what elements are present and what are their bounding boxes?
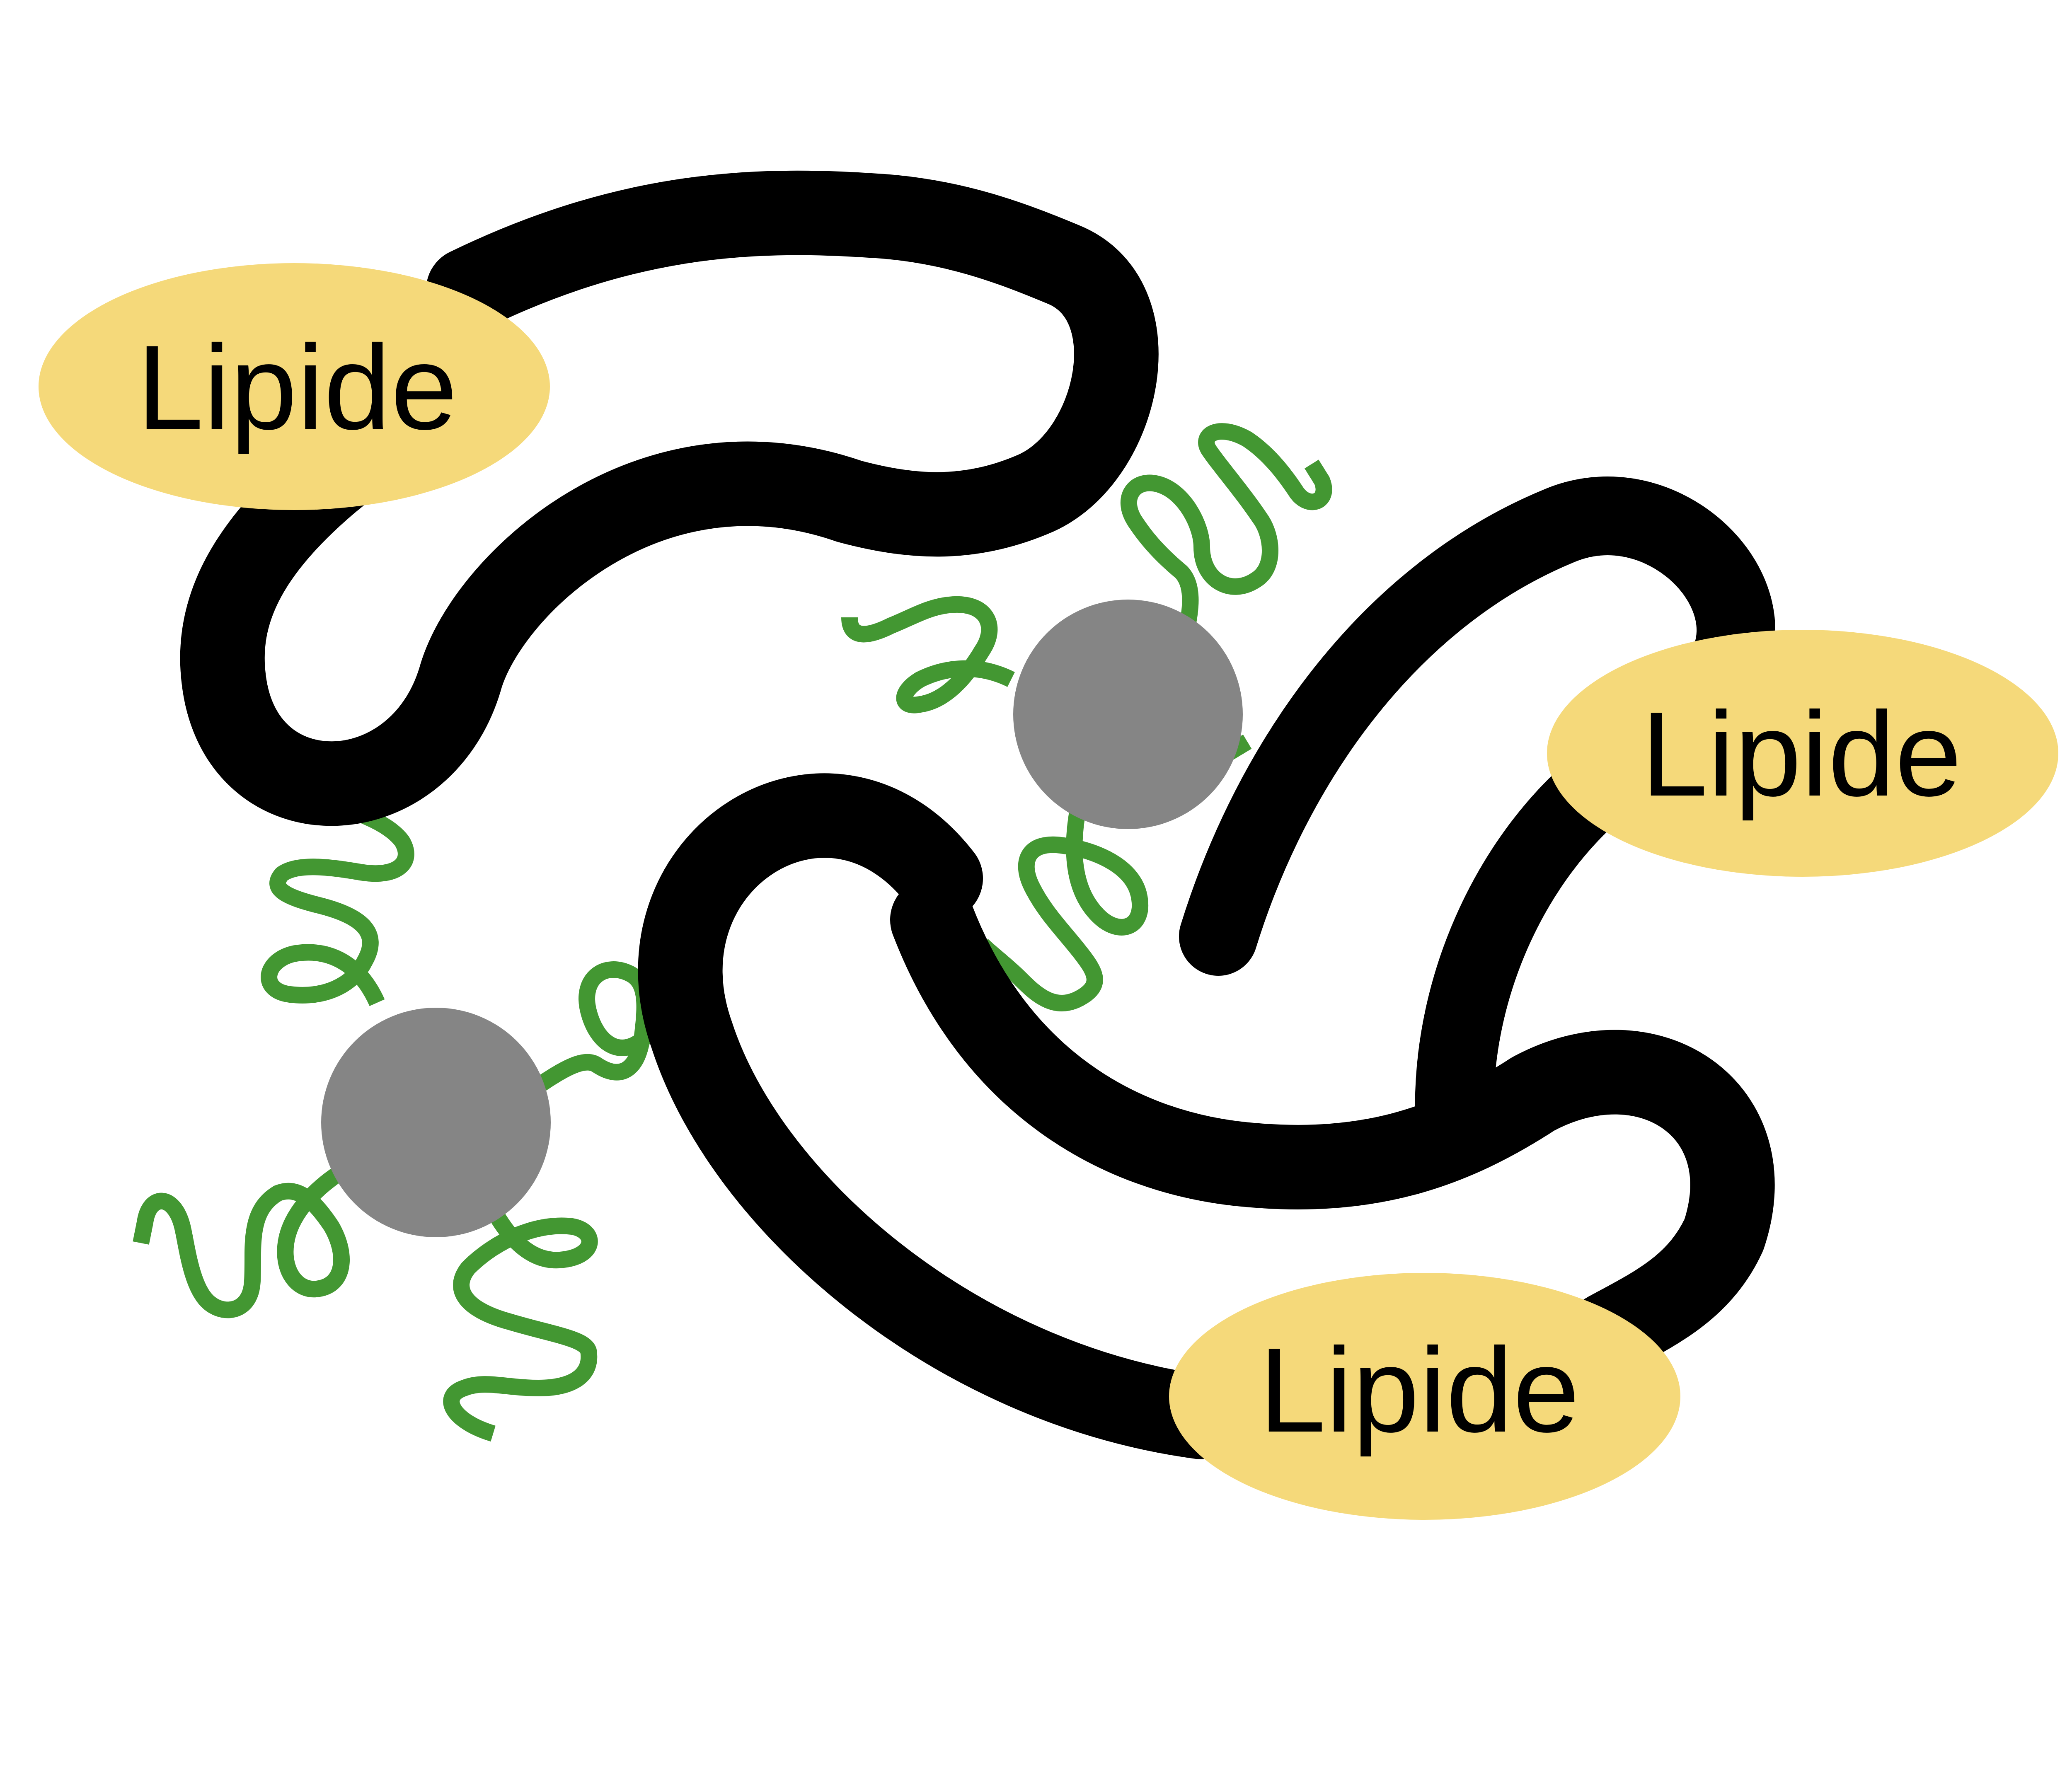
particle-right-tails — [841, 423, 1332, 1011]
tail-left-right — [534, 961, 653, 1093]
particle-left-tails — [133, 804, 653, 1442]
polymer-chain-top — [180, 170, 1159, 826]
tail-right-left — [841, 596, 1015, 713]
lipid-right: Lipide — [1547, 630, 2058, 877]
particle-core-right — [1013, 600, 1243, 829]
lipid-top-left: Lipide — [39, 263, 550, 510]
lipid-bottom: Lipide — [1169, 1273, 1680, 1520]
lipid-ellipse — [1169, 1273, 1680, 1520]
lipid-ellipse — [1547, 630, 2058, 877]
tail-left-upper — [261, 804, 414, 1006]
polymer-chain-right-lower — [1415, 740, 1647, 1158]
tail-left-left — [133, 1166, 350, 1318]
polymer-chain-bottom — [638, 773, 1775, 1459]
lipid-label: Lipide — [1259, 1323, 1580, 1458]
polymer-chains — [180, 170, 1775, 1459]
tail-left-down — [443, 1198, 598, 1442]
lipid-ellipse — [39, 263, 550, 510]
particle-core-left — [321, 1008, 551, 1237]
tail-right-down — [976, 810, 1149, 1011]
polymer-chain-right — [1179, 476, 1775, 976]
lipid-label: Lipide — [137, 320, 457, 455]
tail-right-up — [1120, 423, 1332, 653]
lipid-label: Lipide — [1641, 687, 1962, 822]
